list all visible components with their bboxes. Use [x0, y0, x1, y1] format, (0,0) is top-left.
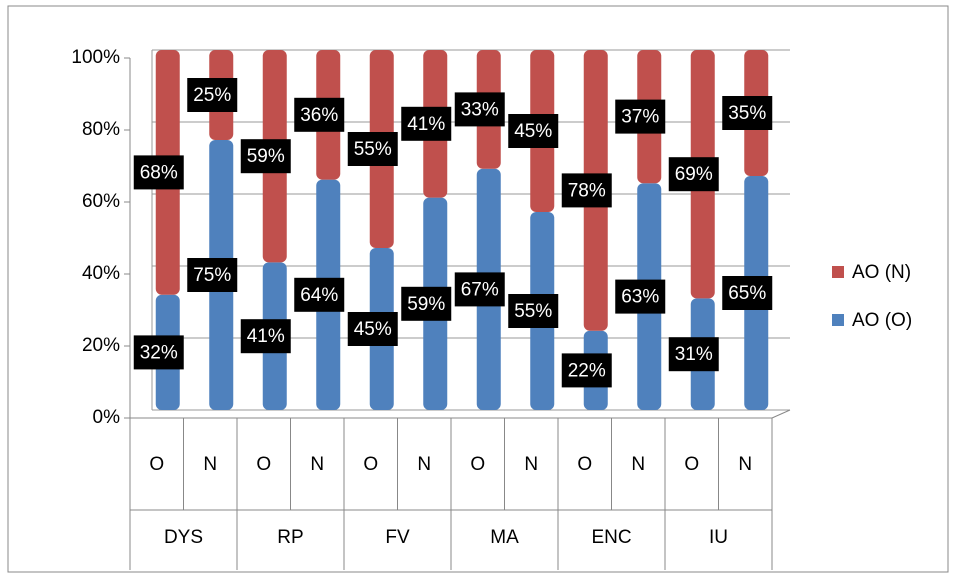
value-label: 41%	[407, 114, 445, 135]
legend-swatch	[832, 266, 844, 278]
value-label-box	[615, 99, 666, 134]
x-tick-label: N	[310, 454, 324, 475]
value-label: 59%	[407, 294, 445, 315]
value-label-box	[668, 157, 719, 192]
value-label-box	[133, 335, 184, 370]
value-label-box	[454, 92, 505, 127]
value-label-box	[294, 97, 345, 132]
x-tick-label: N	[631, 454, 645, 475]
value-label: 65%	[728, 283, 766, 304]
value-label-box	[508, 294, 559, 328]
value-label: 75%	[193, 265, 231, 286]
value-label: 31%	[675, 344, 713, 365]
value-label: 32%	[140, 342, 178, 363]
y-tick-label: 40%	[82, 263, 120, 284]
value-label: 63%	[621, 287, 659, 308]
x-tick-label: O	[363, 454, 378, 475]
value-label: 41%	[247, 326, 285, 347]
legend-label: AO (O)	[852, 310, 912, 331]
value-label: 45%	[354, 319, 392, 340]
group-label: FV	[385, 527, 410, 548]
value-label-box	[133, 155, 184, 190]
value-label: 45%	[514, 121, 552, 142]
x-tick-label: O	[256, 454, 271, 475]
value-label: 68%	[140, 162, 178, 183]
y-tick-label: 100%	[71, 47, 120, 68]
floor-edge	[771, 409, 791, 419]
value-label: 36%	[300, 105, 338, 126]
value-label-box	[722, 276, 773, 310]
value-label-box	[240, 139, 291, 174]
value-label: 33%	[461, 99, 499, 120]
value-label: 64%	[300, 285, 338, 306]
group-label: MA	[490, 527, 519, 548]
group-label: ENC	[591, 527, 631, 548]
x-tick-label: O	[149, 454, 164, 475]
value-label-box	[668, 337, 719, 372]
y-tick-label: 0%	[93, 407, 121, 428]
legend-label: AO (N)	[852, 262, 911, 283]
value-label: 78%	[568, 180, 606, 201]
value-label-box	[454, 272, 505, 307]
y-tick-label: 20%	[82, 335, 120, 356]
value-label-box	[401, 106, 452, 141]
x-tick-label: N	[203, 454, 217, 475]
legend-swatch	[832, 314, 844, 326]
value-label: 37%	[621, 107, 659, 128]
group-label: RP	[277, 527, 303, 548]
y-tick-label: 80%	[82, 119, 120, 140]
value-label: 35%	[728, 103, 766, 124]
value-label-box	[347, 132, 398, 166]
x-tick-label: O	[470, 454, 485, 475]
value-label: 25%	[193, 85, 231, 106]
x-tick-label: O	[684, 454, 699, 475]
group-label: DYS	[164, 527, 203, 548]
value-label: 59%	[247, 146, 285, 167]
value-label-box	[722, 96, 773, 130]
x-tick-label: O	[577, 454, 592, 475]
value-label-box	[294, 277, 345, 312]
value-label: 69%	[675, 164, 713, 185]
value-label-box	[187, 258, 238, 292]
y-tick-label: 60%	[82, 191, 120, 212]
x-tick-label: N	[738, 454, 752, 475]
x-tick-label: N	[417, 454, 431, 475]
value-label-box	[615, 279, 666, 314]
value-label: 55%	[354, 139, 392, 160]
x-tick-label: N	[524, 454, 538, 475]
value-label-box	[508, 114, 559, 148]
value-label-box	[561, 173, 612, 208]
value-label: 67%	[461, 279, 499, 300]
value-label-box	[561, 353, 612, 388]
value-label-box	[347, 312, 398, 346]
value-label-box	[187, 78, 238, 112]
value-label: 22%	[568, 360, 606, 381]
value-label-box	[240, 319, 291, 354]
value-label: 55%	[514, 301, 552, 322]
value-label-box	[401, 286, 452, 321]
group-label: IU	[709, 527, 728, 548]
